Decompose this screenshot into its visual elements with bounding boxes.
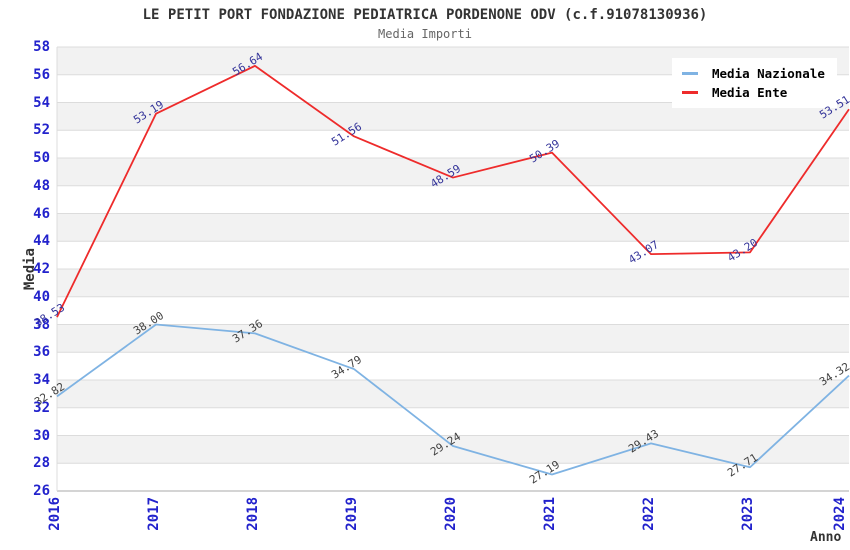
y-tick-label: 50 — [33, 150, 50, 166]
legend-item-nazionale: Media Nazionale — [682, 66, 825, 81]
legend-item-ente: Media Ente — [682, 85, 825, 100]
y-tick-label: 38 — [33, 316, 50, 333]
legend-swatch-ente — [682, 91, 698, 94]
series-line-media-ente — [56, 64, 850, 318]
chart-subtitle: Media Importi — [378, 27, 472, 41]
y-tick-label: 56 — [33, 66, 50, 83]
plot-stripe — [57, 269, 849, 297]
series-line-media-nazionale — [56, 323, 850, 476]
legend-swatch-nazionale — [682, 72, 698, 75]
plot-stripe — [57, 380, 849, 408]
y-tick-label: 52 — [33, 122, 50, 139]
y-tick-label: 54 — [33, 94, 50, 111]
y-tick-label: 36 — [33, 344, 50, 361]
y-tick-label: 46 — [33, 205, 50, 222]
y-tick-label: 26 — [33, 483, 50, 499]
legend: Media Nazionale Media Ente — [672, 58, 837, 108]
y-tick-label: 58 — [33, 39, 50, 55]
legend-label-ente: Media Ente — [712, 85, 788, 100]
y-tick-label: 42 — [33, 261, 50, 277]
y-tick-label: 28 — [33, 455, 50, 472]
y-tick-label: 32 — [33, 399, 50, 416]
plot-stripe — [57, 324, 849, 353]
x-tick-label: 2020 — [443, 497, 459, 531]
x-tick-label: 2021 — [542, 497, 558, 531]
x-tick-label: 2017 — [146, 497, 162, 531]
plot-stripe — [57, 213, 849, 242]
chart-title: LE PETIT PORT FONDAZIONE PEDIATRICA PORD… — [142, 7, 708, 23]
x-tick-label: 2016 — [47, 497, 63, 531]
x-tick-label: 2018 — [245, 497, 261, 531]
y-tick-label: 48 — [33, 177, 50, 194]
x-axis-title: Anno — [810, 530, 842, 545]
x-tick-label: 2022 — [641, 497, 657, 531]
legend-label-nazionale: Media Nazionale — [712, 66, 825, 81]
y-tick-label: 44 — [33, 233, 50, 250]
y-tick-label: 40 — [33, 288, 50, 305]
plot-stripe — [57, 158, 849, 186]
y-tick-label: 34 — [33, 372, 50, 388]
x-tick-label: 2024 — [832, 497, 848, 531]
y-tick-label: 30 — [33, 427, 50, 444]
x-tick-label: 2019 — [344, 497, 360, 531]
x-tick-label: 2023 — [740, 497, 756, 531]
